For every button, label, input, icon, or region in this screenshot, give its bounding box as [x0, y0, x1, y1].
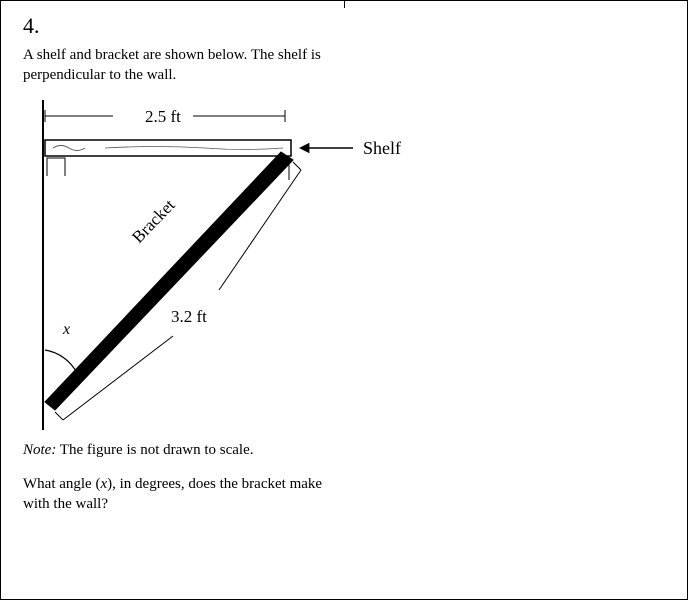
- hyp-tick-bottom: [55, 412, 63, 420]
- question-number: 4.: [23, 13, 665, 39]
- intro-text: A shelf and bracket are shown below. The…: [23, 45, 443, 86]
- intro-line2: perpendicular to the wall.: [23, 67, 176, 83]
- bracket-label: Bracket: [128, 195, 179, 246]
- table-divider-tick: [344, 1, 345, 8]
- intro-line1: A shelf and bracket are shown below. The…: [23, 47, 321, 63]
- note-text: The figure is not drawn to scale.: [56, 442, 253, 458]
- hyp-tick-top: [293, 162, 301, 170]
- question-text: What angle (x), in degrees, does the bra…: [23, 474, 453, 515]
- problem-frame: 4. A shelf and bracket are shown below. …: [0, 0, 688, 600]
- angle-label: x: [62, 321, 70, 338]
- q-part2: ), in degrees, does the bracket make: [107, 476, 322, 492]
- note: Note: The figure is not drawn to scale.: [23, 442, 665, 459]
- bracket-bar: [45, 152, 293, 410]
- figure-svg: 2.5 ft Shelf Bracket 3.2 ft x: [23, 100, 443, 430]
- figure: 2.5 ft Shelf Bracket 3.2 ft x: [23, 100, 443, 430]
- note-label: Note:: [23, 442, 56, 458]
- dim-label-top: 2.5 ft: [145, 107, 181, 126]
- q-part1: What angle (: [23, 476, 100, 492]
- right-angle-icon: [47, 158, 65, 176]
- q-part3: with the wall?: [23, 496, 108, 512]
- shelf-board: [45, 140, 291, 156]
- shelf-label: Shelf: [363, 138, 401, 158]
- dim-label-hyp: 3.2 ft: [171, 307, 207, 326]
- angle-arc: [45, 350, 77, 373]
